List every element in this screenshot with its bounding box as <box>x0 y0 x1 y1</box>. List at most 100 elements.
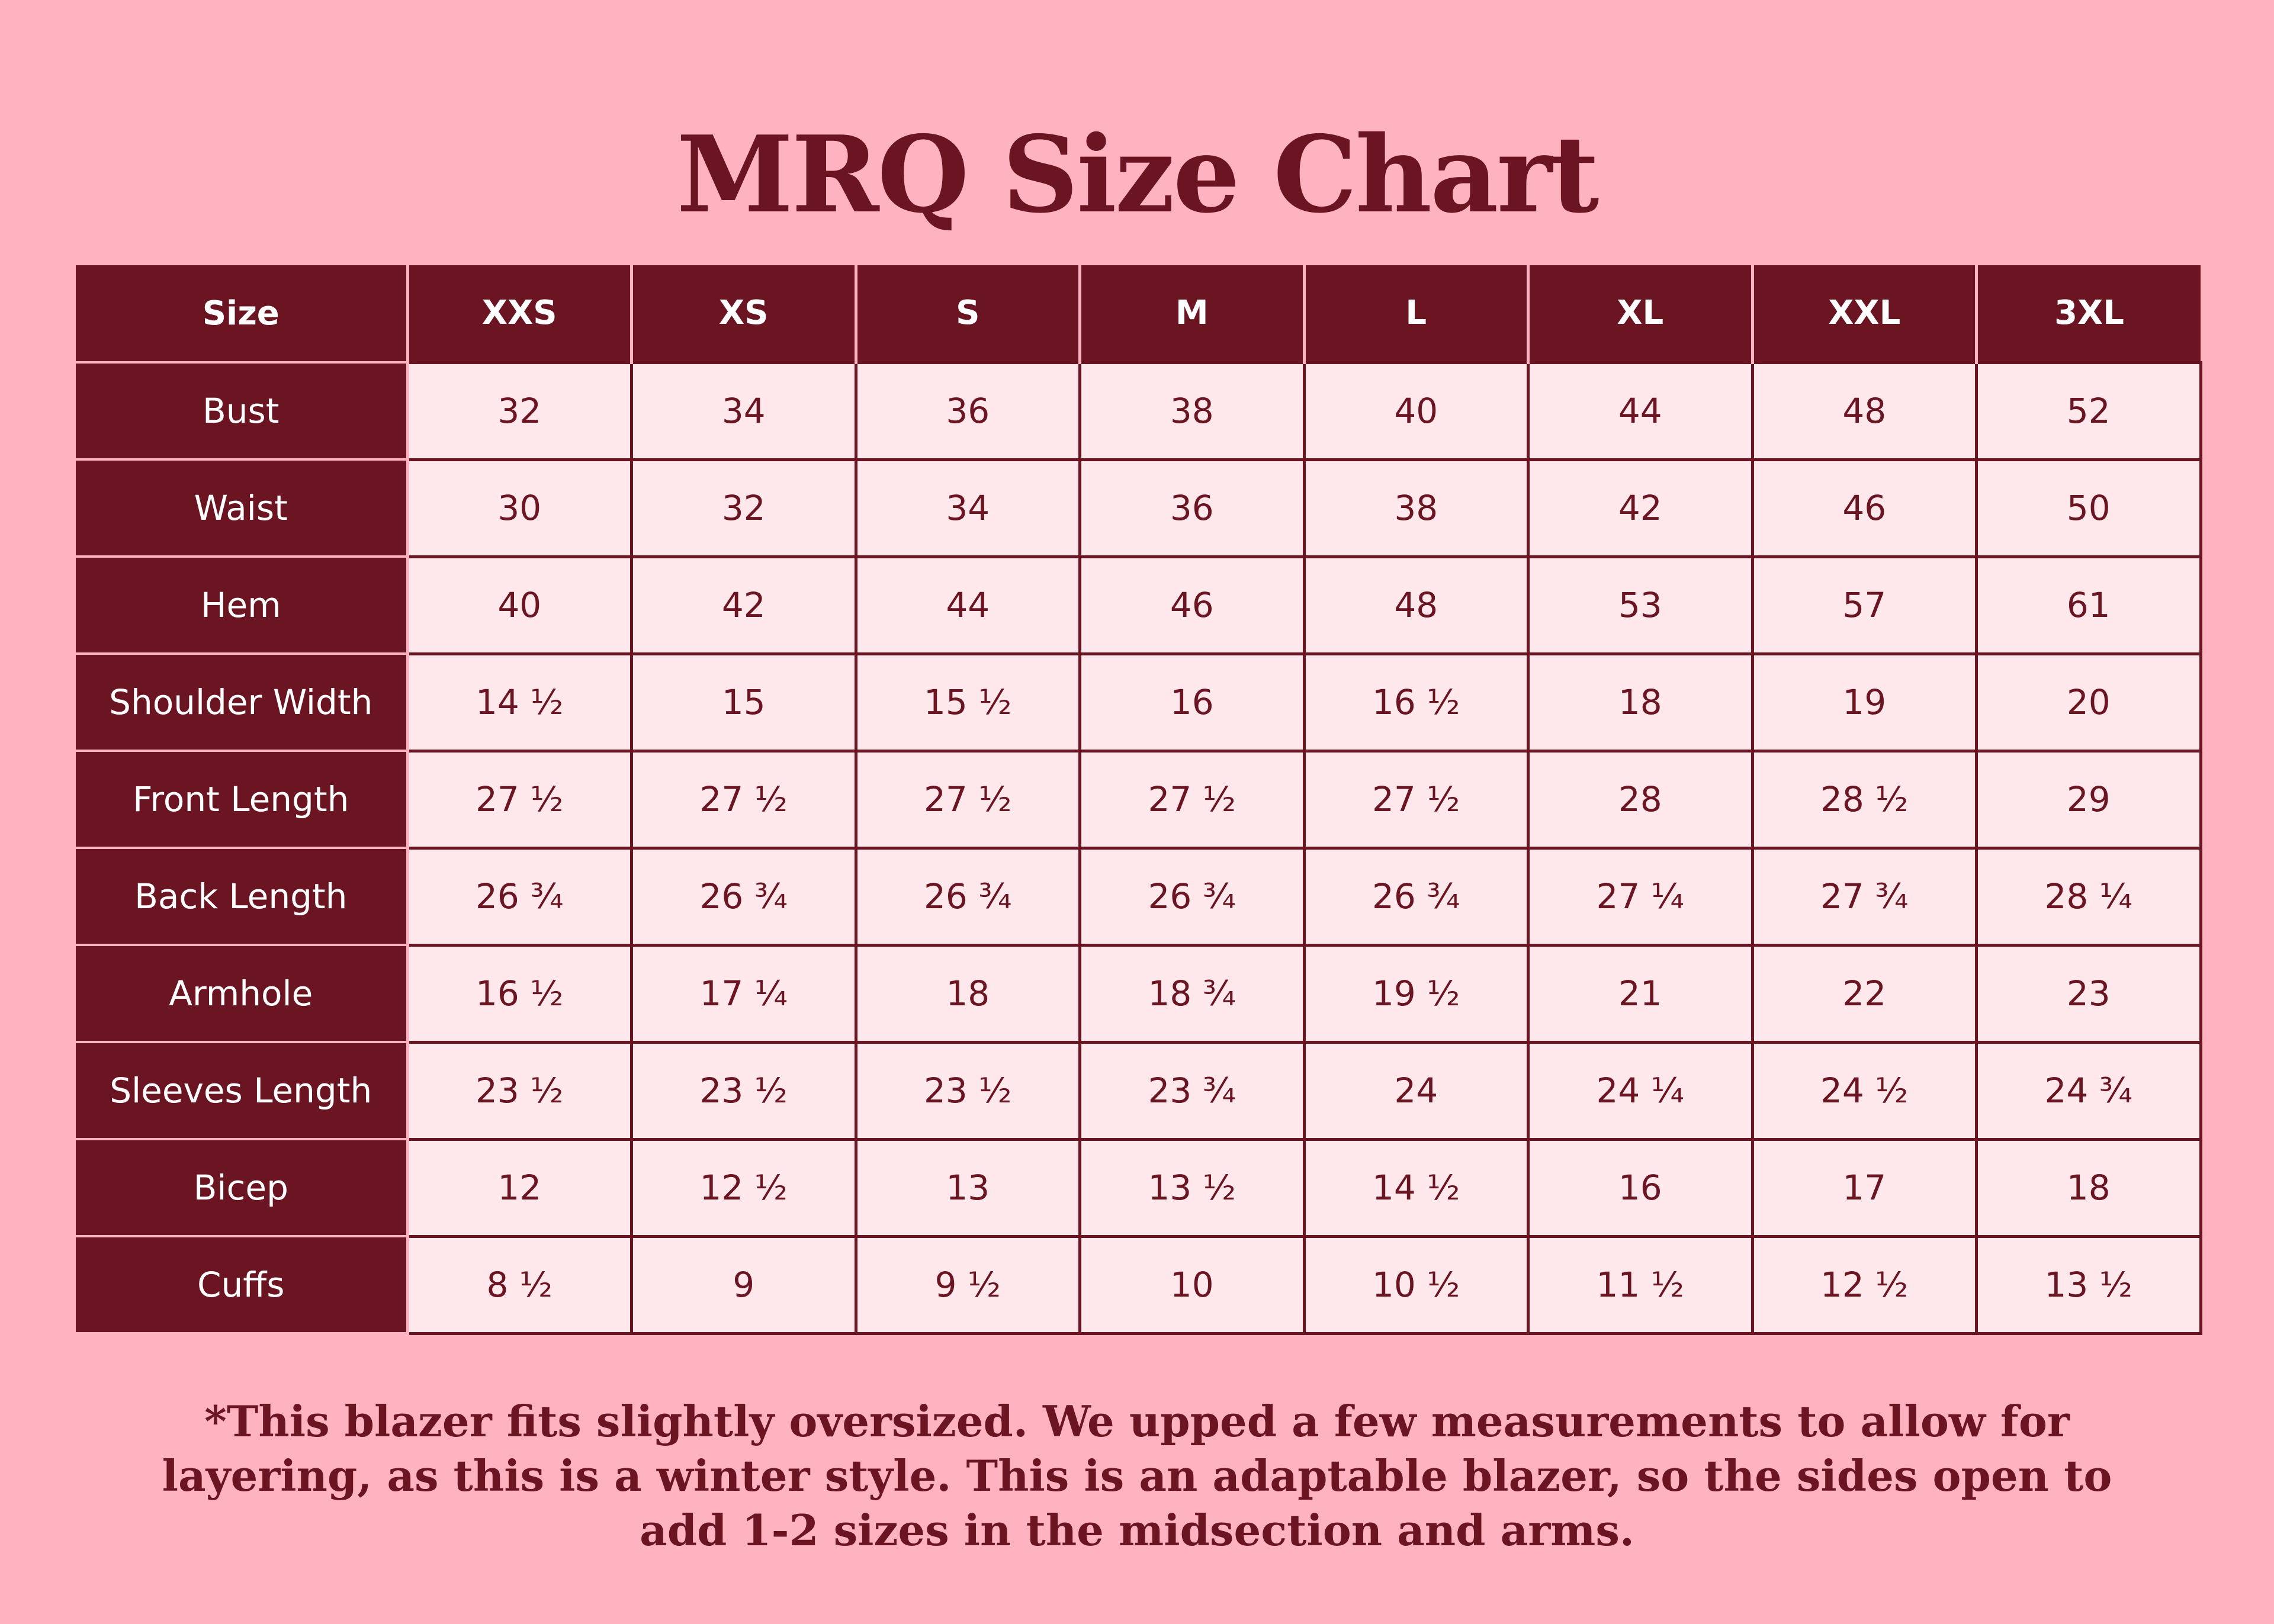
measurement-value: 26 ¾ <box>406 846 633 947</box>
measurement-value: 38 <box>1078 361 1306 461</box>
measurement-value: 14 ½ <box>406 652 633 752</box>
table-row: Hem 40 42 44 46 48 53 57 61 <box>76 555 2202 655</box>
measurement-value: 12 <box>406 1137 633 1238</box>
measurement-value: 52 <box>1975 361 2202 461</box>
measurement-label: Bicep <box>76 1138 409 1237</box>
measurement-value: 48 <box>1751 361 1978 461</box>
measurement-value: 30 <box>406 458 633 558</box>
measurement-value: 28 ¼ <box>1975 846 2202 947</box>
measurement-value: 34 <box>630 361 857 461</box>
measurement-value: 17 ¼ <box>630 943 857 1044</box>
measurement-value: 44 <box>854 555 1081 655</box>
size-header-cell: XS <box>630 265 857 362</box>
size-header-cell: L <box>1302 265 1530 362</box>
measurement-value: 19 ½ <box>1302 943 1530 1044</box>
measurement-value: 48 <box>1302 555 1530 655</box>
measurement-value: 17 <box>1751 1137 1978 1238</box>
measurement-value: 9 ½ <box>854 1234 1081 1335</box>
measurement-value: 18 <box>1975 1137 2202 1238</box>
measurement-label: Cuffs <box>76 1235 409 1334</box>
measurement-value: 28 ½ <box>1751 749 1978 850</box>
measurement-value: 23 ½ <box>406 1040 633 1141</box>
measurement-value: 18 <box>854 943 1081 1044</box>
measurement-value: 26 ¾ <box>854 846 1081 947</box>
measurement-value: 19 <box>1751 652 1978 752</box>
measurement-value: 13 <box>854 1137 1081 1238</box>
measurement-value: 23 ¾ <box>1078 1040 1306 1141</box>
fit-note: *This blazer fits slightly oversized. We… <box>162 1396 2112 1555</box>
measurement-label: Back Length <box>76 847 409 946</box>
measurement-value: 38 <box>1302 458 1530 558</box>
size-header-cell: 3XL <box>1975 265 2201 362</box>
measurement-value: 24 ¾ <box>1975 1040 2202 1141</box>
size-header-cell: XXL <box>1751 265 1978 362</box>
measurement-value: 18 <box>1527 652 1754 752</box>
measurement-value: 34 <box>854 458 1081 558</box>
table-row: Sleeves Length 23 ½ 23 ½ 23 ½ 23 ¾ 24 24 ¼ 24 ½… <box>76 1040 2202 1141</box>
size-header-cell: XL <box>1527 265 1754 362</box>
measurement-value: 8 ½ <box>406 1234 633 1335</box>
measurement-label: Shoulder Width <box>76 652 409 752</box>
measurement-value: 10 <box>1078 1234 1306 1335</box>
measurement-value: 13 ½ <box>1078 1137 1306 1238</box>
measurement-label: Hem <box>76 555 409 655</box>
measurement-value: 23 ½ <box>630 1040 857 1141</box>
table-row: Bust 32 34 36 38 40 44 48 52 <box>76 361 2202 461</box>
size-header-row: Size XXS XS S M L XL XXL 3XL <box>76 265 2201 362</box>
measurement-value: 18 ¾ <box>1078 943 1306 1044</box>
measurement-value: 27 ½ <box>1302 749 1530 850</box>
measurement-rows: Bust 32 34 36 38 40 44 48 52 Waist 30 32 34 36 38 42 46 5… <box>76 361 2202 1335</box>
table-row: Bicep 12 12 ½ 13 13 ½ 14 ½ 16 17 18 <box>76 1137 2202 1238</box>
measurement-value: 13 ½ <box>1975 1234 2202 1335</box>
measurement-value: 22 <box>1751 943 1978 1044</box>
measurement-value: 27 ¼ <box>1527 846 1754 947</box>
measurement-value: 14 ½ <box>1302 1137 1530 1238</box>
measurement-value: 61 <box>1975 555 2202 655</box>
measurement-value: 24 <box>1302 1040 1530 1141</box>
measurement-value: 42 <box>1527 458 1754 558</box>
size-chart-table: Size XXS XS S M L XL XXL 3XL Bust 32 34 36 3… <box>76 265 2202 1335</box>
page-title: MRQ Size Chart <box>676 112 1599 236</box>
table-row: Armhole 16 ½ 17 ¼ 18 18 ¾ 19 ½ 21 22 23 <box>76 943 2202 1044</box>
measurement-label: Sleeves Length <box>76 1041 409 1140</box>
measurement-value: 11 ½ <box>1527 1234 1754 1335</box>
measurement-value: 15 <box>630 652 857 752</box>
measurement-value: 27 ¾ <box>1751 846 1978 947</box>
measurement-value: 57 <box>1751 555 1978 655</box>
measurement-label: Waist <box>76 458 409 558</box>
measurement-value: 26 ¾ <box>630 846 857 947</box>
measurement-value: 24 ½ <box>1751 1040 1978 1141</box>
measurement-value: 29 <box>1975 749 2202 850</box>
measurement-value: 23 ½ <box>854 1040 1081 1141</box>
measurement-value: 10 ½ <box>1302 1234 1530 1335</box>
measurement-label: Armhole <box>76 944 409 1043</box>
measurement-value: 21 <box>1527 943 1754 1044</box>
measurement-value: 46 <box>1078 555 1306 655</box>
measurement-value: 32 <box>406 361 633 461</box>
measurement-label: Front Length <box>76 750 409 849</box>
measurement-value: 40 <box>1302 361 1530 461</box>
measurement-value: 9 <box>630 1234 857 1335</box>
measurement-value: 28 <box>1527 749 1754 850</box>
measurement-value: 15 ½ <box>854 652 1081 752</box>
measurement-value: 12 ½ <box>1751 1234 1978 1335</box>
measurement-value: 27 ½ <box>630 749 857 850</box>
table-row: Waist 30 32 34 36 38 42 46 50 <box>76 458 2202 558</box>
corner-label: Size <box>76 265 409 362</box>
measurement-value: 26 ¾ <box>1078 846 1306 947</box>
measurement-value: 16 ½ <box>406 943 633 1044</box>
measurement-value: 23 <box>1975 943 2202 1044</box>
measurement-value: 26 ¾ <box>1302 846 1530 947</box>
measurement-value: 42 <box>630 555 857 655</box>
measurement-value: 36 <box>854 361 1081 461</box>
measurement-value: 12 ½ <box>630 1137 857 1238</box>
measurement-value: 36 <box>1078 458 1306 558</box>
table-row: Front Length 27 ½ 27 ½ 27 ½ 27 ½ 27 ½ 28 28 ½ 29 <box>76 749 2202 850</box>
measurement-value: 24 ¼ <box>1527 1040 1754 1141</box>
measurement-value: 16 <box>1527 1137 1754 1238</box>
size-header-cell: M <box>1078 265 1306 362</box>
measurement-value: 27 ½ <box>1078 749 1306 850</box>
size-header-cell: S <box>854 265 1081 362</box>
